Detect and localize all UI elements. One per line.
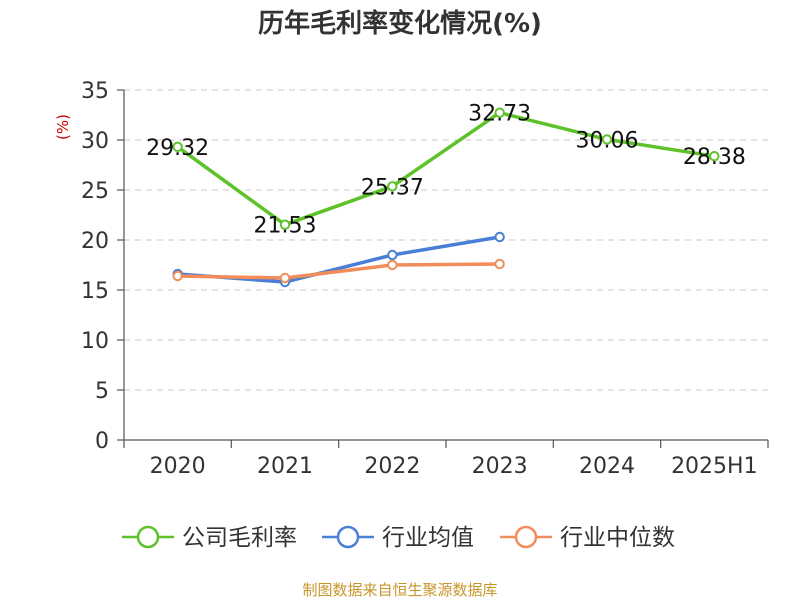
y-tick-label: 5: [95, 379, 109, 404]
gridlines: [124, 89, 768, 391]
x-tick-label: 2020: [150, 454, 206, 479]
data-point: [172, 270, 183, 282]
y-tick-label: 15: [81, 279, 109, 304]
data-point: [172, 141, 183, 153]
legend-item[interactable]: 行业中位数: [500, 525, 675, 551]
data-point: [494, 107, 505, 118]
legend-item[interactable]: 行业均值: [322, 525, 474, 551]
series-line: [177, 262, 500, 280]
data-point: [279, 219, 291, 230]
x-axis: 2020 2021 2022 2023 2024 2025H1: [123, 439, 769, 479]
x-tick-label: 2022: [364, 454, 420, 479]
series-lines: [172, 107, 720, 288]
chart-title: 历年毛利率变化情况(%): [258, 8, 542, 39]
data-label: 30.06: [576, 128, 639, 153]
data-label: 28.38: [683, 145, 746, 170]
data-point: [279, 272, 291, 284]
data-label: 32.73: [468, 102, 531, 127]
legend-swatch-marker: [336, 525, 360, 549]
x-tick-label: 2021: [257, 454, 313, 479]
data-point: [494, 258, 505, 270]
legend-label: 公司毛利率: [182, 525, 297, 551]
data-label: 25.37: [361, 175, 424, 200]
data-point: [494, 231, 505, 243]
x-tick-label: 2025H1: [671, 454, 758, 479]
x-tick-label: 2024: [579, 454, 635, 479]
legend-label: 行业中位数: [560, 525, 675, 551]
source-note: 制图数据来自恒生聚源数据库: [302, 581, 497, 599]
y-tick-label: 35: [81, 79, 109, 104]
series-line: [176, 110, 715, 227]
x-tick-label: 2023: [472, 454, 528, 479]
data-point: [387, 259, 398, 271]
data-point: [709, 151, 720, 162]
data-point: [601, 134, 613, 145]
data-point: [387, 249, 398, 261]
y-tick-label: 25: [81, 179, 109, 204]
y-axis-ticks: 0 5 10 15 20 25 30 35: [81, 79, 125, 454]
legend-swatch-marker: [514, 525, 538, 549]
y-tick-label: 0: [95, 429, 109, 454]
y-tick-label: 10: [81, 329, 109, 354]
data-point: [387, 181, 398, 192]
data-label: 29.32: [146, 136, 209, 161]
y-tick-label: 30: [81, 129, 109, 154]
y-tick-label: 20: [81, 229, 109, 254]
data-labels: 29.32 21.53 25.37 32.73 30.06 28.38: [146, 102, 746, 239]
y-axis-unit-label: (%): [54, 114, 72, 140]
legend-swatch-marker: [136, 525, 160, 549]
legend-label: 行业均值: [382, 525, 474, 551]
legend-item[interactable]: 公司毛利率: [122, 525, 297, 551]
legend[interactable]: 公司毛利率 行业均值 行业中位数: [122, 525, 675, 551]
data-label: 21.53: [254, 214, 317, 239]
